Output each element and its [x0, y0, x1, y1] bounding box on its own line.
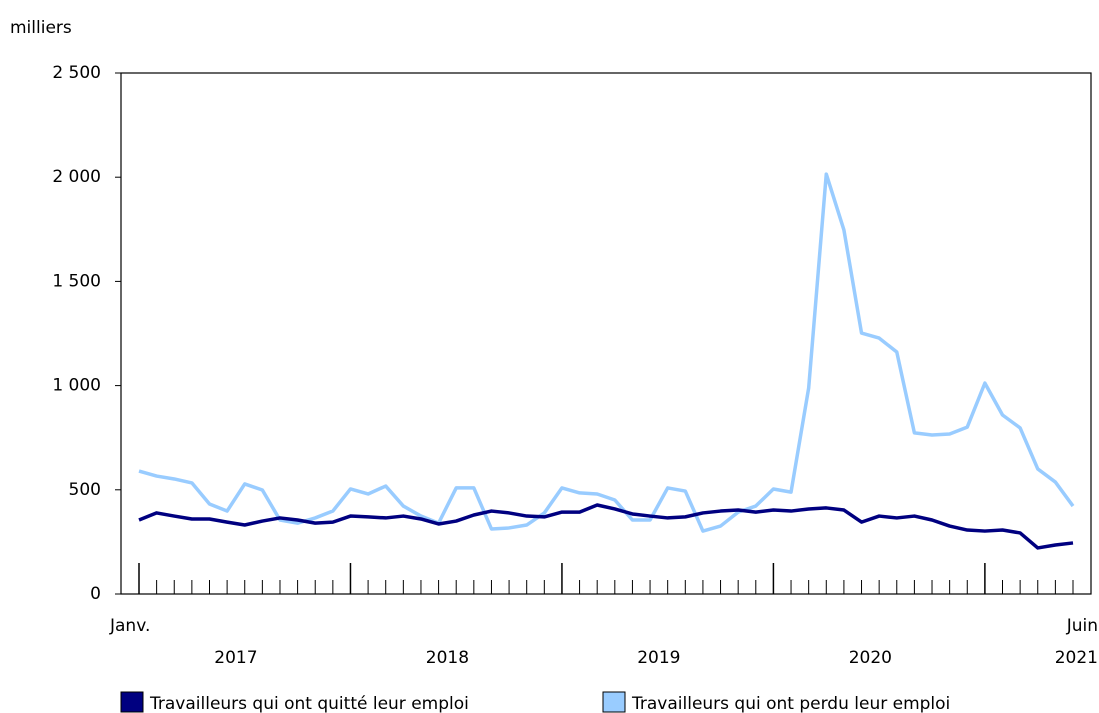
year-label: 2017: [214, 648, 257, 668]
legend-label: Travailleurs qui ont quitté leur emploi: [149, 694, 469, 713]
y-tick-label: 0: [90, 584, 101, 604]
plot-frame: [120, 72, 1092, 595]
year-label: 2021: [1055, 648, 1098, 668]
y-tick-label: 1 000: [52, 376, 101, 396]
y-tick-label: 1 500: [52, 271, 101, 291]
series-line: [138, 172, 1075, 533]
y-tick-label: 2 000: [52, 167, 101, 187]
legend-swatch: [120, 691, 144, 713]
x-tick-label: Janv.: [109, 616, 150, 636]
year-label: 2018: [426, 648, 469, 668]
legend-swatch: [602, 691, 626, 713]
x-tick-label: Juin: [1066, 616, 1098, 636]
y-tick-label: 2 500: [52, 63, 101, 83]
year-label: 2019: [637, 648, 680, 668]
series-line: [138, 503, 1074, 550]
year-label: 2020: [849, 648, 892, 668]
y-axis-label: milliers: [10, 18, 72, 38]
legend-label: Travailleurs qui ont perdu leur emploi: [631, 694, 950, 713]
y-tick-label: 500: [69, 480, 101, 500]
